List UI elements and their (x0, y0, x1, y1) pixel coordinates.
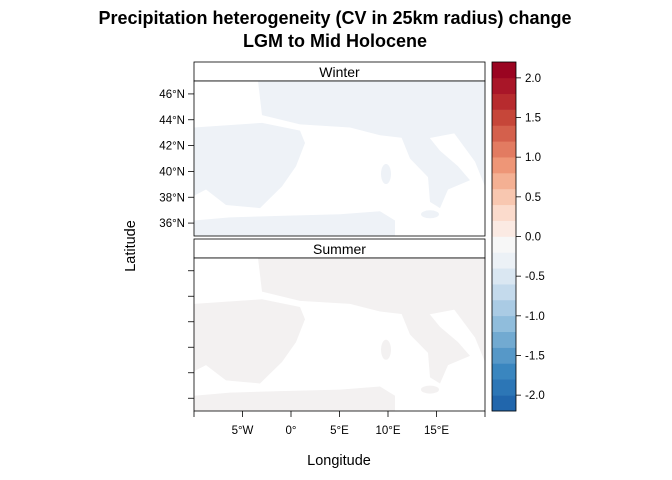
colorbar-bin (492, 188, 516, 206)
colorbar-bin (492, 284, 516, 301)
x-tick-label: 5°E (330, 425, 349, 437)
chart-title: Precipitation heterogeneity (CV in 25km … (98, 8, 571, 51)
land-sardinia (381, 164, 391, 184)
colorbar-tick-label: 1.0 (525, 152, 541, 164)
colorbar: 2.0 1.5 1.0 0.5 0.0 -0.5 -1.0 -1.5 -2.0 (491, 61, 545, 412)
y-tick-label: 42°N (159, 141, 185, 153)
colorbar-bin (492, 77, 516, 95)
colorbar-bin (492, 125, 516, 142)
colorbar-bin (492, 379, 516, 396)
colorbar-bin (492, 395, 516, 412)
map-frame (193, 80, 486, 237)
colorbar-bin (492, 220, 516, 237)
colorbar-bin (492, 173, 516, 190)
land-sicily (421, 210, 439, 219)
land-france-alps (258, 81, 485, 140)
colorbar-bin (492, 141, 516, 158)
y-axis: 36°N 38°N 40°N 42°N 44°N 46°N (159, 89, 194, 399)
x-tick-label: 10°E (375, 425, 400, 437)
x-tick-label: 0° (286, 425, 297, 437)
y-tick-label: 38°N (159, 192, 185, 204)
colorbar-bin (492, 331, 516, 348)
chart-title-line-1: Precipitation heterogeneity (CV in 25km … (98, 8, 571, 28)
panel-strip-label: Summer (313, 241, 366, 257)
colorbar-bin (492, 315, 516, 332)
map-panels: Winter Summer (193, 61, 486, 412)
land-field (194, 81, 485, 236)
land-north-africa (194, 211, 395, 236)
colorbar-bin (492, 299, 516, 317)
colorbar-bin (492, 252, 516, 269)
colorbar-bin (492, 62, 516, 79)
land-italy (400, 308, 470, 384)
land-north-africa (194, 386, 395, 411)
chart-title-line-2: LGM to Mid Holocene (243, 31, 427, 51)
colorbar-tick-label: -1.0 (525, 311, 545, 323)
land-france-alps (258, 258, 485, 317)
panel-winter: Winter (193, 61, 486, 237)
colorbar-tick-label: -0.5 (525, 271, 545, 283)
colorbar-tick-label: 1.5 (525, 113, 541, 125)
land-iberia (194, 299, 305, 384)
colorbar-bin (492, 157, 516, 174)
land-italy (400, 132, 470, 209)
colorbar-tick-label: -1.5 (525, 350, 545, 362)
x-tick-label: 5°W (232, 425, 254, 437)
colorbar-bin (492, 268, 516, 285)
panel-strip-label: Winter (319, 64, 360, 80)
panel-summer: Summer (193, 238, 486, 412)
y-tick-label: 40°N (159, 166, 185, 178)
land-sicily (421, 385, 439, 394)
colorbar-bin (492, 363, 516, 380)
colorbar-bin (492, 204, 516, 221)
x-axis: 5°W 0° 5°E 10°E 15°E (193, 411, 486, 437)
colorbar-tick-label: 0.0 (525, 232, 541, 244)
land-balkans (450, 124, 485, 187)
colorbar-tick-label: 2.0 (525, 73, 541, 85)
colorbar-tick-label: -2.0 (525, 390, 545, 402)
x-axis-label: Longitude (307, 453, 371, 469)
colorbar-bin (492, 236, 516, 253)
land-iberia (194, 122, 305, 209)
colorbar-tick-label: 0.5 (525, 192, 541, 204)
land-balkans (450, 300, 485, 363)
land-field (194, 258, 485, 411)
colorbar-bin (492, 347, 516, 364)
y-tick-label: 46°N (159, 89, 185, 101)
y-tick-label: 44°N (159, 115, 185, 127)
colorbar-bin (492, 109, 516, 126)
y-axis-label: Latitude (123, 220, 139, 272)
x-tick-label: 15°E (424, 425, 449, 437)
land-sardinia (381, 339, 391, 360)
y-tick-label: 36°N (159, 218, 185, 230)
colorbar-bin (492, 93, 516, 110)
